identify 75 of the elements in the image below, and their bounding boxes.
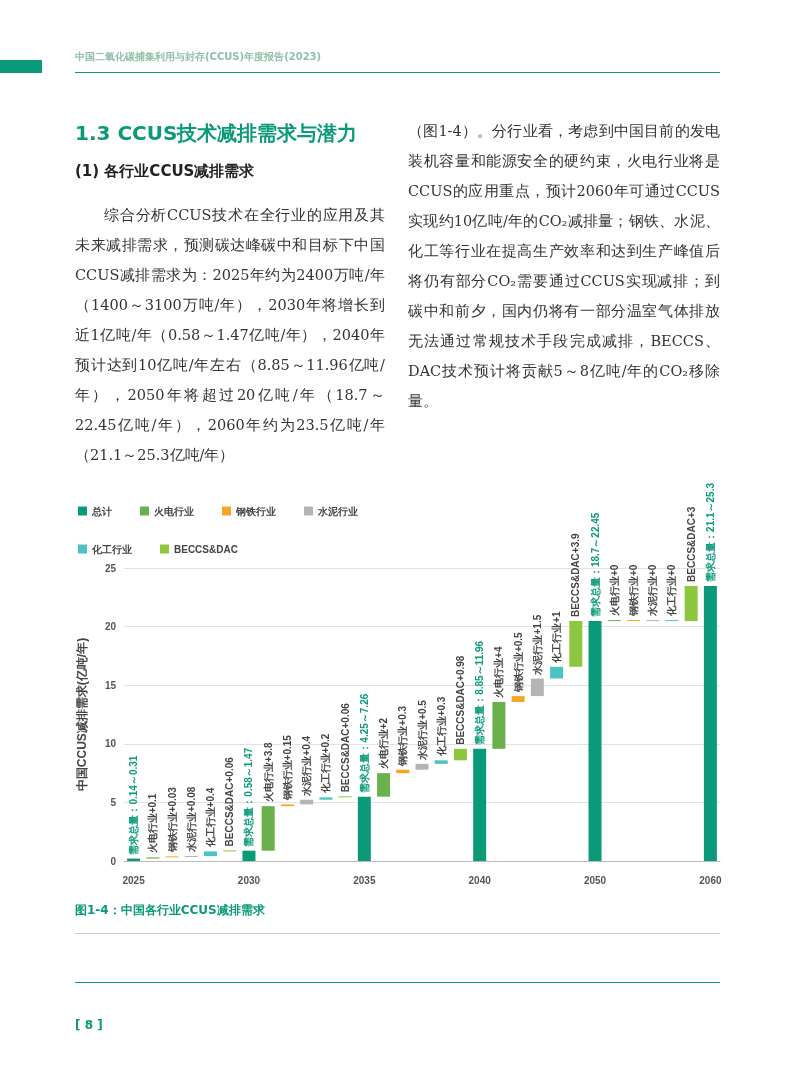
bar <box>319 797 333 800</box>
data-label: 钢铁行业+0.15 <box>281 734 293 802</box>
bar <box>492 701 506 749</box>
data-label: 火电行业+0 <box>608 564 620 617</box>
x-tick-label: 2060 <box>699 874 722 886</box>
data-label: 钢铁行业+0 <box>627 564 639 618</box>
data-label: 火电行业+3.8 <box>262 741 274 803</box>
data-label: 化工行业+0.3 <box>435 696 447 758</box>
text: 图1-4：中国各行业CCUS减排需求 <box>75 902 265 919</box>
bar <box>588 621 602 861</box>
legend-label: 化工行业 <box>91 543 132 555</box>
text: 综合分析CCUS技术在全行业的应用及其未来减排需求，预测碳达峰碳中和目标下中国CCUS减排需求为：2025年约为2400万吨/年（1400～3100万吨/年），2030年将增长到近1亿吨/年（0.58～1.47亿吨/年），2040年预计达到10亿吨/年左右（8.85～11.96亿吨/年），2050年将超过20亿吨/年（18.7～22.45亿吨/年），2060年约为23.5亿吨/年（21.1～25.3亿吨/年） <box>75 207 385 463</box>
data-label: 水泥行业+0 <box>647 564 659 618</box>
data-label: BECCS&DAC+3 <box>685 506 697 582</box>
data-label: 需求总量：8.85～11.96 <box>474 640 486 745</box>
y-tick-label: 25 <box>104 562 117 574</box>
y-tick-label: 5 <box>110 796 117 808</box>
data-label: 需求总量：21.1～25.3 <box>704 482 716 582</box>
text: [ 8 ] <box>75 1018 103 1032</box>
bar <box>453 748 467 761</box>
bar <box>434 760 448 764</box>
y-tick-label: 15 <box>104 679 117 691</box>
bar <box>242 850 256 861</box>
x-tick-label: 2025 <box>122 874 146 886</box>
legend-label: 水泥行业 <box>317 505 358 517</box>
data-label: 火电行业+4 <box>493 646 505 698</box>
data-label: 火电行业+0.1 <box>147 793 159 854</box>
text: (1) 各行业CCUS减排需求 <box>75 162 255 181</box>
data-label: 水泥行业+0.4 <box>301 735 313 797</box>
bar <box>569 621 583 667</box>
data-label: 水泥行业+0.08 <box>185 786 197 854</box>
bar <box>530 678 544 697</box>
data-label: 化工行业+1 <box>551 610 563 664</box>
x-tick-label: 2050 <box>583 874 607 886</box>
x-tick-label: 2040 <box>468 874 492 886</box>
data-label: 钢铁行业+0.03 <box>166 786 178 854</box>
data-label: BECCS&DAC+0.98 <box>454 655 466 745</box>
x-tick-label: 2035 <box>353 874 376 886</box>
data-label: 化工行业+0.4 <box>205 787 217 849</box>
legend-label: 总计 <box>91 505 112 517</box>
y-tick-label: 0 <box>110 855 117 867</box>
data-label: 化工行业+0 <box>666 564 678 618</box>
bar <box>703 585 717 861</box>
bar <box>415 763 429 770</box>
y-tick-label: 10 <box>104 738 117 750</box>
data-label: 需求总量：4.25～7.26 <box>358 693 370 793</box>
legend-label: 火电行业 <box>154 505 194 517</box>
text: 中国二氧化碳捕集利用与封存(CCUS)年度报告(2023) <box>75 50 322 64</box>
x-tick-label: 2030 <box>237 874 261 886</box>
data-label: 钢铁行业+0.3 <box>397 705 409 767</box>
data-label: BECCS&DAC+0.06 <box>339 702 351 793</box>
bar <box>473 748 487 861</box>
bar <box>550 666 564 679</box>
data-label: 需求总量：0.14～0.31 <box>128 755 140 855</box>
data-label: 化工行业+0.2 <box>320 733 332 795</box>
bar <box>377 773 391 797</box>
data-label: 水泥行业+1.5 <box>531 614 543 676</box>
data-label: 水泥行业+0.5 <box>416 699 428 761</box>
data-label: BECCS&DAC+3.9 <box>570 533 582 618</box>
legend-label: 钢铁行业 <box>235 505 276 517</box>
data-label: 需求总量：18.7～22.45 <box>589 512 601 618</box>
y-tick-label: 20 <box>104 621 117 633</box>
y-axis-title: 中国CCUS减排需求(亿吨/年) <box>75 637 89 792</box>
bar <box>511 696 525 702</box>
text: 1.3 CCUS技术减排需求与潜力 <box>75 120 358 147</box>
data-label: 钢铁行业+0.5 <box>512 631 524 694</box>
legend-label: BECCS&DAC <box>174 543 238 555</box>
data-label: 火电行业+2 <box>378 717 390 770</box>
bar <box>261 806 275 851</box>
text: （图1-4）。分行业看，考虑到中国目前的发电装机容量和能源安全的硬约束，火电行业将是CCUS的应用重点，预计2060年可通过CCUS实现约10亿吨/年的CO₂减排量；钢铁、水泥、化工等行业在提高生产效率和达到生产峰值后将仍有部分CO₂需要通过CCUS实现减排；到碳中和前夕，国内仍将有一部分温室气体排放无法通过常规技术手段完成减排，BECCS、DAC技术预计将贡献5～8亿吨/年的CO₂移除量。 <box>408 123 720 409</box>
bar <box>357 796 371 861</box>
bar <box>204 851 218 857</box>
data-label: 需求总量：0.58～1.47 <box>243 747 255 847</box>
data-label: BECCS&DAC+0.06 <box>224 756 236 847</box>
bar <box>684 585 698 622</box>
